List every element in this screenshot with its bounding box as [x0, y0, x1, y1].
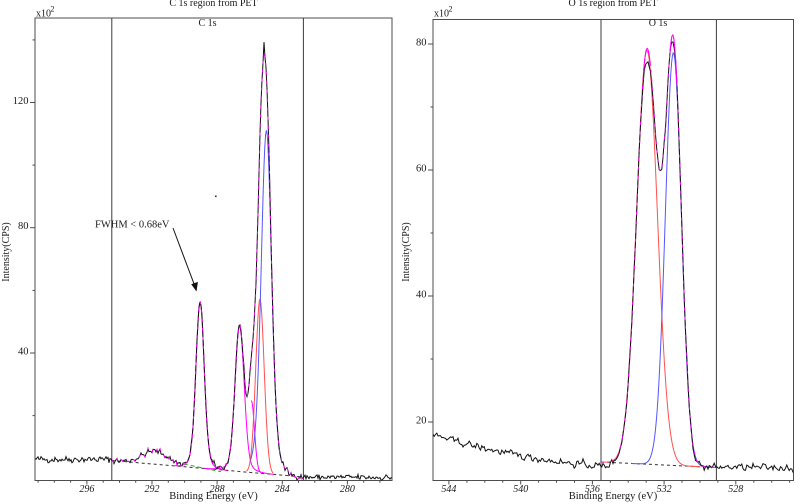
- svg-text:2: 2: [51, 5, 55, 14]
- svg-text:x10: x10: [434, 9, 449, 20]
- svg-text:80: 80: [416, 38, 427, 49]
- svg-text:x10: x10: [36, 9, 51, 20]
- svg-text:20: 20: [416, 416, 427, 427]
- svg-text:296: 296: [79, 484, 94, 495]
- svg-text:60: 60: [416, 164, 427, 175]
- svg-text:2: 2: [449, 5, 453, 14]
- svg-text:532: 532: [657, 484, 672, 495]
- svg-text:O 1s: O 1s: [649, 18, 668, 29]
- svg-text:O 1s region from PET: O 1s region from PET: [569, 0, 658, 9]
- svg-text:Binding Energy (eV): Binding Energy (eV): [169, 491, 258, 502]
- svg-text:536: 536: [585, 484, 600, 495]
- svg-text:40: 40: [416, 290, 427, 301]
- svg-text:284: 284: [275, 484, 290, 495]
- svg-text:544: 544: [441, 484, 456, 495]
- svg-text:540: 540: [513, 484, 528, 495]
- svg-text:120: 120: [13, 96, 29, 107]
- svg-text:FWHM < 0.68eV: FWHM < 0.68eV: [95, 220, 170, 231]
- svg-text:80: 80: [18, 221, 29, 232]
- svg-text:280: 280: [340, 484, 355, 495]
- svg-text:Binding Energy (eV): Binding Energy (eV): [569, 491, 658, 502]
- svg-text:292: 292: [145, 484, 160, 495]
- svg-text:288: 288: [210, 484, 225, 495]
- svg-text:C 1s: C 1s: [198, 18, 216, 29]
- svg-text:Intensity(CPS): Intensity(CPS): [401, 222, 412, 281]
- svg-text:Intensity(CPS): Intensity(CPS): [1, 222, 12, 281]
- svg-text:528: 528: [728, 484, 743, 495]
- svg-text:C 1s region from PET: C 1s region from PET: [169, 0, 257, 9]
- svg-text:40: 40: [18, 347, 29, 358]
